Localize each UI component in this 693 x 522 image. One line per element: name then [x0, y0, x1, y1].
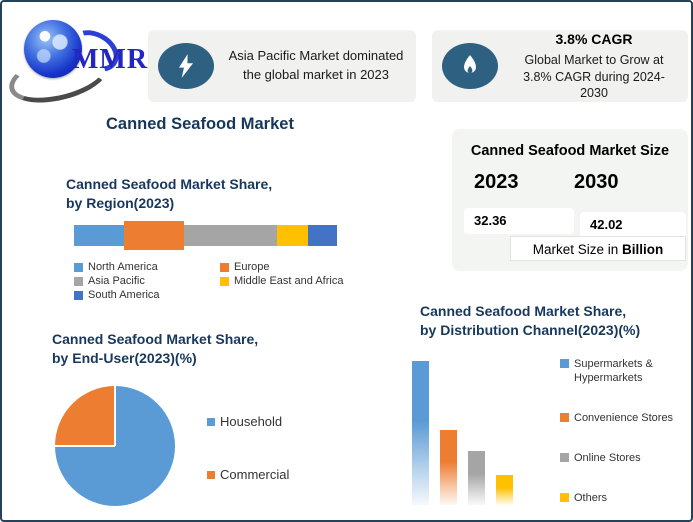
region-stacked-bar — [74, 220, 337, 250]
value-2030: 42.02 — [590, 217, 623, 232]
legend-label: Others — [574, 491, 608, 504]
region-chart-title-line1: Canned Seafood Market Share, — [66, 176, 273, 192]
region-chart-title-line2: by Region(2023) — [66, 194, 175, 211]
legend-label: Middle East and Africa — [234, 275, 344, 287]
distribution-chart-title-line2: by Distribution Channel(2023)(%) — [420, 321, 641, 338]
region-segment-south-america — [308, 224, 337, 246]
distribution-bar-supermarkets-hypermarkets — [412, 361, 429, 505]
legend-marker — [560, 492, 569, 502]
distribution-chart-title: Canned Seafood Market Share, by Distribu… — [420, 302, 640, 340]
unit-prefix: Market Size in — [532, 242, 623, 257]
legend-marker — [220, 262, 229, 272]
legend-label: South America — [88, 289, 160, 301]
legend-marker — [74, 276, 83, 286]
badge-cagr-title: 3.8% CAGR — [555, 30, 633, 47]
legend-item-household: Household — [207, 414, 289, 429]
badge-text: 3.8% CAGR Global Market to Grow at 3.8% … — [510, 30, 678, 103]
region-segment-middle-east-and-africa — [276, 224, 309, 246]
end-user-chart-title-line2: by End-User(2023)(%) — [52, 349, 197, 366]
badge-line-2: 3.8% CAGR during 2024-2030 — [523, 69, 665, 101]
end-user-legend: Household Commercial — [207, 414, 289, 482]
distribution-bar-chart — [412, 355, 542, 505]
legend-item-online-stores: Online Stores — [560, 451, 691, 465]
market-size-unit: Market Size in Billion — [510, 236, 686, 261]
market-size-year-2023: 2023 — [474, 171, 519, 193]
legend-label: Supermarkets & Hypermarkets — [574, 358, 653, 385]
region-segment-asia-pacific — [184, 224, 277, 246]
legend-item-middle-east-and-africa: Middle East and Africa — [220, 275, 343, 287]
highlight-badge-region: Asia Pacific Market dominated the global… — [148, 30, 416, 102]
legend-item-supermarkets-hypermarkets: Supermarkets & Hypermarkets — [560, 357, 691, 386]
globe-icon — [24, 20, 82, 78]
distribution-chart-title-line1: Canned Seafood Market Share, — [420, 303, 627, 319]
legend-marker — [207, 470, 215, 479]
badge-line-2: the global market in 2023 — [243, 67, 389, 82]
badge-text: Asia Pacific Market dominated the global… — [226, 47, 406, 85]
distribution-bar-convenience-stores — [440, 430, 457, 505]
legend-item-commercial: Commercial — [207, 467, 289, 482]
market-size-value-2030: 42.02 — [580, 212, 686, 238]
legend-item-europe: Europe — [220, 261, 343, 273]
lightning-icon — [158, 43, 214, 89]
legend-marker — [560, 452, 569, 462]
region-segment-europe — [123, 220, 185, 250]
legend-marker — [560, 359, 569, 368]
market-size-card: Canned Seafood Market Size 2023 2030 32.… — [452, 129, 688, 271]
legend-label: Online Stores — [574, 451, 641, 464]
region-legend: North America Europe Asia Pacific Middle Ea… — [74, 261, 343, 301]
page-title: Canned Seafood Market — [106, 115, 294, 133]
legend-label: Asia Pacific — [88, 275, 145, 287]
legend-marker — [74, 262, 83, 272]
end-user-chart-title: Canned Seafood Market Share, by End-User… — [52, 330, 258, 368]
region-segment-north-america — [74, 224, 124, 246]
legend-label: Commercial — [220, 467, 290, 482]
flame-icon — [442, 43, 498, 89]
legend-label: Household — [220, 414, 283, 429]
badge-line-1: Global Market to Grow at — [524, 52, 664, 67]
distribution-bar-others — [496, 475, 513, 505]
end-user-pie-chart — [55, 386, 175, 506]
region-chart-title: Canned Seafood Market Share, by Region(2… — [66, 175, 272, 213]
legend-marker — [220, 276, 229, 286]
distribution-legend: Supermarkets & Hypermarkets Convenience S… — [560, 357, 691, 505]
legend-marker — [74, 290, 83, 300]
legend-marker — [207, 417, 215, 426]
market-size-value-2023: 32.36 — [464, 208, 574, 234]
pie-slice-divider-vertical — [114, 386, 116, 446]
end-user-chart-title-line1: Canned Seafood Market Share, — [52, 331, 259, 347]
pie-slice-divider-horizontal — [55, 445, 115, 447]
legend-marker — [560, 413, 569, 423]
legend-item-south-america: South America — [74, 289, 220, 301]
badge-line-1: Asia Pacific Market dominated — [228, 48, 404, 64]
mmr-logo: MMR — [3, 10, 150, 112]
legend-label: North America — [88, 261, 158, 273]
legend-label: Europe — [234, 261, 270, 273]
legend-item-north-america: North America — [74, 261, 220, 273]
legend-label: Convenience Stores — [574, 412, 674, 425]
legend-item-asia-pacific: Asia Pacific — [74, 275, 220, 287]
value-2023: 32.36 — [474, 213, 507, 228]
market-size-year-2030: 2030 — [574, 171, 619, 193]
highlight-badge-cagr: 3.8% CAGR Global Market to Grow at 3.8% … — [432, 30, 688, 102]
legend-item-others: Others — [560, 491, 691, 505]
distribution-bar-online-stores — [468, 451, 485, 505]
market-size-title: Canned Seafood Market Size — [470, 143, 670, 159]
logo-text: MMR — [72, 44, 149, 75]
legend-item-convenience-stores: Convenience Stores — [560, 411, 691, 425]
unit-bold: Billion — [622, 242, 664, 257]
